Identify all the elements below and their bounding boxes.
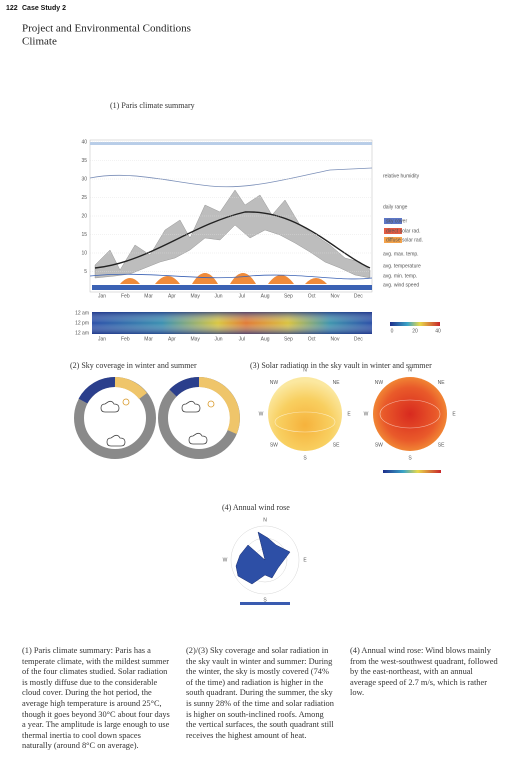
month-label: Mar — [144, 293, 153, 299]
month-label: Aug — [261, 293, 270, 299]
y-tick-label: 5 — [84, 269, 87, 275]
month-label: Oct — [308, 293, 316, 299]
month-label: Jun — [214, 293, 222, 299]
compass-label: E — [452, 411, 456, 417]
compass-label: E — [303, 557, 307, 563]
month-label: Aug — [261, 336, 270, 342]
legend-label: sky cover — [386, 218, 407, 224]
month-label: Jan — [98, 293, 106, 299]
section: Case Study 2 — [22, 5, 66, 12]
month-label: Jan — [98, 336, 106, 342]
month-label: Apr — [168, 293, 176, 299]
legend-label: avg. temperature — [383, 263, 421, 269]
paragraph: (1) Paris climate summary: Paris has a t… — [22, 646, 170, 751]
legend-label: avg. max. temp. — [383, 251, 419, 257]
scale-label: 40 — [435, 328, 441, 334]
compass-label: SW — [375, 442, 383, 448]
compass-label: N — [263, 517, 267, 523]
wind-rose — [230, 525, 300, 605]
hour-label: 12 am — [75, 310, 89, 316]
compass-label: W — [259, 411, 264, 417]
month-label: Jul — [239, 336, 245, 342]
month-label: Oct — [308, 336, 316, 342]
legend-label: direct solar rad. — [386, 228, 420, 234]
month-label: Dec — [354, 293, 363, 299]
legend-label: relative humidity — [383, 173, 420, 179]
title: Project and Environmental Conditions — [22, 23, 191, 35]
y-tick-label: 10 — [81, 250, 87, 256]
compass-label: SE — [438, 442, 445, 448]
compass-label: SW — [270, 442, 278, 448]
compass-label: S — [408, 455, 412, 461]
y-tick-label: 40 — [81, 139, 87, 145]
month-label: May — [190, 336, 200, 342]
y-tick-label: 35 — [81, 158, 87, 164]
compass-label: NW — [375, 380, 384, 386]
subtitle: Climate — [22, 36, 57, 48]
heatmap — [92, 312, 440, 334]
legend — [384, 218, 402, 243]
compass-label: N — [303, 367, 307, 373]
scale-label: 20 — [412, 328, 418, 334]
hour-label: 12 am — [75, 330, 89, 336]
caption: (2) Sky coverage in winter and summer — [70, 361, 197, 370]
legend-label: daily range — [383, 204, 408, 210]
caption: (1) Paris climate summary — [110, 101, 195, 110]
compass-label: W — [364, 411, 369, 417]
month-label: Feb — [121, 336, 130, 342]
caption: (3) Solar radiation in the sky vault in … — [250, 361, 432, 370]
month-label: Feb — [121, 293, 130, 299]
compass-label: N — [408, 367, 412, 373]
month-label: Apr — [168, 336, 176, 342]
month-label: Nov — [331, 336, 340, 342]
month-label: Sep — [284, 336, 293, 342]
climate-chart — [89, 139, 373, 293]
compass-label: S — [263, 597, 267, 603]
compass-label: NE — [438, 380, 446, 386]
month-label: Dec — [354, 336, 363, 342]
month-label: Mar — [144, 336, 153, 342]
legend-label: avg. wind speed — [383, 282, 419, 288]
y-tick-label: 20 — [81, 213, 87, 219]
compass-label: E — [347, 411, 351, 417]
month-label: May — [190, 293, 200, 299]
scale-label: 0 — [391, 328, 394, 334]
paragraph: (4) Annual wind rose: Wind blows mainly … — [350, 646, 498, 698]
caption: (4) Annual wind rose — [222, 503, 290, 512]
legend-label: diffuse solar rad. — [386, 237, 423, 243]
compass-label: S — [303, 455, 307, 461]
y-tick-label: 25 — [81, 195, 87, 201]
month-label: Nov — [331, 293, 340, 299]
month-label: Jun — [214, 336, 222, 342]
y-tick-label: 15 — [81, 232, 87, 238]
paragraph: (2)/(3) Sky coverage and solar radiation… — [186, 646, 334, 740]
compass-label: NW — [270, 380, 279, 386]
legend-label: avg. min. temp. — [383, 273, 417, 279]
compass-label: SE — [333, 442, 340, 448]
page-number: 122 — [6, 5, 18, 12]
compass-label: W — [223, 557, 228, 563]
hour-label: 12 pm — [75, 320, 89, 326]
month-label: Sep — [284, 293, 293, 299]
compass-label: NE — [333, 380, 341, 386]
solar-spheres — [268, 377, 447, 473]
month-label: Jul — [239, 293, 245, 299]
sky-coverage — [74, 376, 240, 459]
y-tick-label: 30 — [81, 176, 87, 182]
